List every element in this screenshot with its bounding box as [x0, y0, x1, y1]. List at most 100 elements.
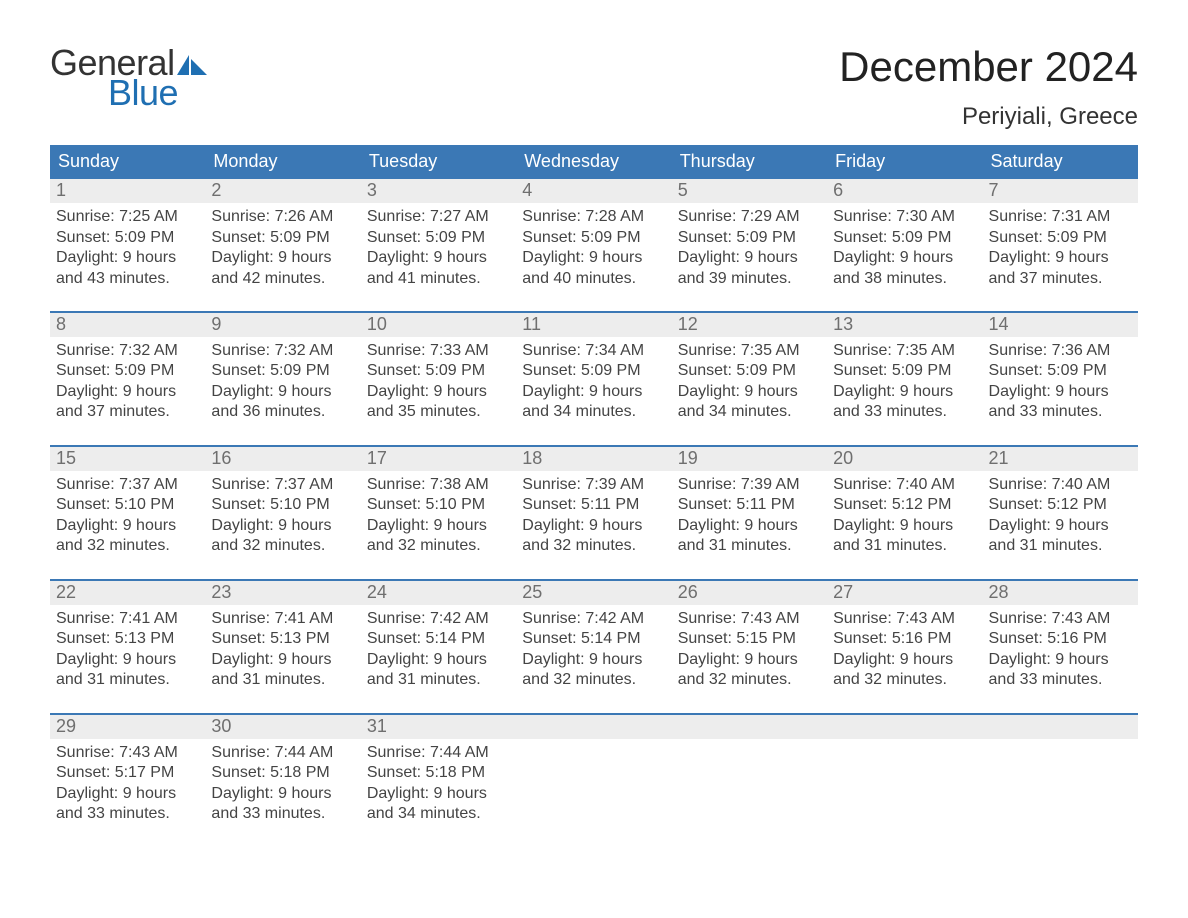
sunset-text: Sunset: 5:12 PM [989, 495, 1132, 515]
day-info [516, 739, 671, 825]
daylight-line2: and 33 minutes. [989, 670, 1132, 690]
day-info: Sunrise: 7:25 AMSunset: 5:09 PMDaylight:… [50, 203, 205, 289]
sunrise-text: Sunrise: 7:36 AM [989, 341, 1132, 361]
day-info [983, 739, 1138, 825]
daylight-line1: Daylight: 9 hours [989, 650, 1132, 670]
day-number: 9 [205, 313, 360, 337]
day-info: Sunrise: 7:39 AMSunset: 5:11 PMDaylight:… [516, 471, 671, 557]
daylight-line1: Daylight: 9 hours [367, 650, 510, 670]
day-info: Sunrise: 7:44 AMSunset: 5:18 PMDaylight:… [205, 739, 360, 825]
day-number [827, 715, 982, 739]
sunrise-text: Sunrise: 7:37 AM [211, 475, 354, 495]
sunset-text: Sunset: 5:13 PM [56, 629, 199, 649]
day-number: 11 [516, 313, 671, 337]
sunset-text: Sunset: 5:18 PM [367, 763, 510, 783]
day-number: 4 [516, 179, 671, 203]
sunset-text: Sunset: 5:09 PM [833, 361, 976, 381]
day-number [516, 715, 671, 739]
sunset-text: Sunset: 5:10 PM [367, 495, 510, 515]
week-row: 1234567Sunrise: 7:25 AMSunset: 5:09 PMDa… [50, 179, 1138, 289]
sunrise-text: Sunrise: 7:42 AM [367, 609, 510, 629]
weekday-header: Friday [827, 145, 982, 179]
day-info: Sunrise: 7:31 AMSunset: 5:09 PMDaylight:… [983, 203, 1138, 289]
daylight-line1: Daylight: 9 hours [211, 784, 354, 804]
sunset-text: Sunset: 5:09 PM [678, 228, 821, 248]
daynum-row: 1234567 [50, 179, 1138, 203]
weekday-header: Sunday [50, 145, 205, 179]
sunrise-text: Sunrise: 7:44 AM [211, 743, 354, 763]
sunrise-text: Sunrise: 7:39 AM [678, 475, 821, 495]
sunrise-text: Sunrise: 7:43 AM [56, 743, 199, 763]
sunset-text: Sunset: 5:09 PM [678, 361, 821, 381]
daylight-line2: and 37 minutes. [989, 269, 1132, 289]
sunrise-text: Sunrise: 7:44 AM [367, 743, 510, 763]
sunset-text: Sunset: 5:14 PM [522, 629, 665, 649]
daylight-line2: and 36 minutes. [211, 402, 354, 422]
day-number: 19 [672, 447, 827, 471]
day-number: 6 [827, 179, 982, 203]
sunrise-text: Sunrise: 7:40 AM [833, 475, 976, 495]
sunset-text: Sunset: 5:18 PM [211, 763, 354, 783]
daylight-line1: Daylight: 9 hours [211, 516, 354, 536]
sunrise-text: Sunrise: 7:43 AM [989, 609, 1132, 629]
daylight-line2: and 33 minutes. [989, 402, 1132, 422]
daylight-line1: Daylight: 9 hours [678, 248, 821, 268]
daylight-line1: Daylight: 9 hours [211, 382, 354, 402]
location-label: Periyiali, Greece [839, 103, 1138, 131]
sunset-text: Sunset: 5:09 PM [522, 361, 665, 381]
sunset-text: Sunset: 5:09 PM [367, 361, 510, 381]
daylight-line1: Daylight: 9 hours [211, 248, 354, 268]
day-info: Sunrise: 7:33 AMSunset: 5:09 PMDaylight:… [361, 337, 516, 423]
day-info: Sunrise: 7:41 AMSunset: 5:13 PMDaylight:… [205, 605, 360, 691]
week-row: 891011121314Sunrise: 7:32 AMSunset: 5:09… [50, 311, 1138, 423]
daylight-line2: and 31 minutes. [989, 536, 1132, 556]
day-info: Sunrise: 7:35 AMSunset: 5:09 PMDaylight:… [672, 337, 827, 423]
sunrise-text: Sunrise: 7:42 AM [522, 609, 665, 629]
daynum-row: 891011121314 [50, 313, 1138, 337]
day-number: 23 [205, 581, 360, 605]
sunrise-text: Sunrise: 7:41 AM [211, 609, 354, 629]
sunrise-text: Sunrise: 7:26 AM [211, 207, 354, 227]
sunrise-text: Sunrise: 7:35 AM [678, 341, 821, 361]
day-info: Sunrise: 7:26 AMSunset: 5:09 PMDaylight:… [205, 203, 360, 289]
day-number: 7 [983, 179, 1138, 203]
week-row: 22232425262728Sunrise: 7:41 AMSunset: 5:… [50, 579, 1138, 691]
daylight-line1: Daylight: 9 hours [522, 248, 665, 268]
weekday-header-row: Sunday Monday Tuesday Wednesday Thursday… [50, 145, 1138, 179]
title-block: December 2024 Periyiali, Greece [839, 45, 1138, 131]
day-number [983, 715, 1138, 739]
month-title: December 2024 [839, 45, 1138, 89]
daylight-line1: Daylight: 9 hours [833, 248, 976, 268]
daylight-line2: and 31 minutes. [56, 670, 199, 690]
calendar-page: General Blue December 2024 Periyiali, Gr… [0, 0, 1188, 864]
sunset-text: Sunset: 5:13 PM [211, 629, 354, 649]
sunrise-text: Sunrise: 7:25 AM [56, 207, 199, 227]
day-number: 5 [672, 179, 827, 203]
day-info: Sunrise: 7:44 AMSunset: 5:18 PMDaylight:… [361, 739, 516, 825]
day-number: 2 [205, 179, 360, 203]
daylight-line2: and 39 minutes. [678, 269, 821, 289]
day-info: Sunrise: 7:42 AMSunset: 5:14 PMDaylight:… [361, 605, 516, 691]
daylight-line2: and 34 minutes. [678, 402, 821, 422]
day-number: 20 [827, 447, 982, 471]
day-number: 30 [205, 715, 360, 739]
daynum-row: 293031 [50, 715, 1138, 739]
day-number: 24 [361, 581, 516, 605]
day-number: 16 [205, 447, 360, 471]
sunset-text: Sunset: 5:11 PM [522, 495, 665, 515]
sunset-text: Sunset: 5:16 PM [833, 629, 976, 649]
daylight-line2: and 31 minutes. [367, 670, 510, 690]
day-info [672, 739, 827, 825]
sunset-text: Sunset: 5:14 PM [367, 629, 510, 649]
daylight-line2: and 37 minutes. [56, 402, 199, 422]
day-number: 8 [50, 313, 205, 337]
weeks-container: 1234567Sunrise: 7:25 AMSunset: 5:09 PMDa… [50, 179, 1138, 824]
day-number: 25 [516, 581, 671, 605]
sunset-text: Sunset: 5:09 PM [522, 228, 665, 248]
daylight-line1: Daylight: 9 hours [56, 248, 199, 268]
sunset-text: Sunset: 5:09 PM [367, 228, 510, 248]
day-info: Sunrise: 7:40 AMSunset: 5:12 PMDaylight:… [983, 471, 1138, 557]
day-info: Sunrise: 7:30 AMSunset: 5:09 PMDaylight:… [827, 203, 982, 289]
daylight-line2: and 40 minutes. [522, 269, 665, 289]
day-number: 1 [50, 179, 205, 203]
